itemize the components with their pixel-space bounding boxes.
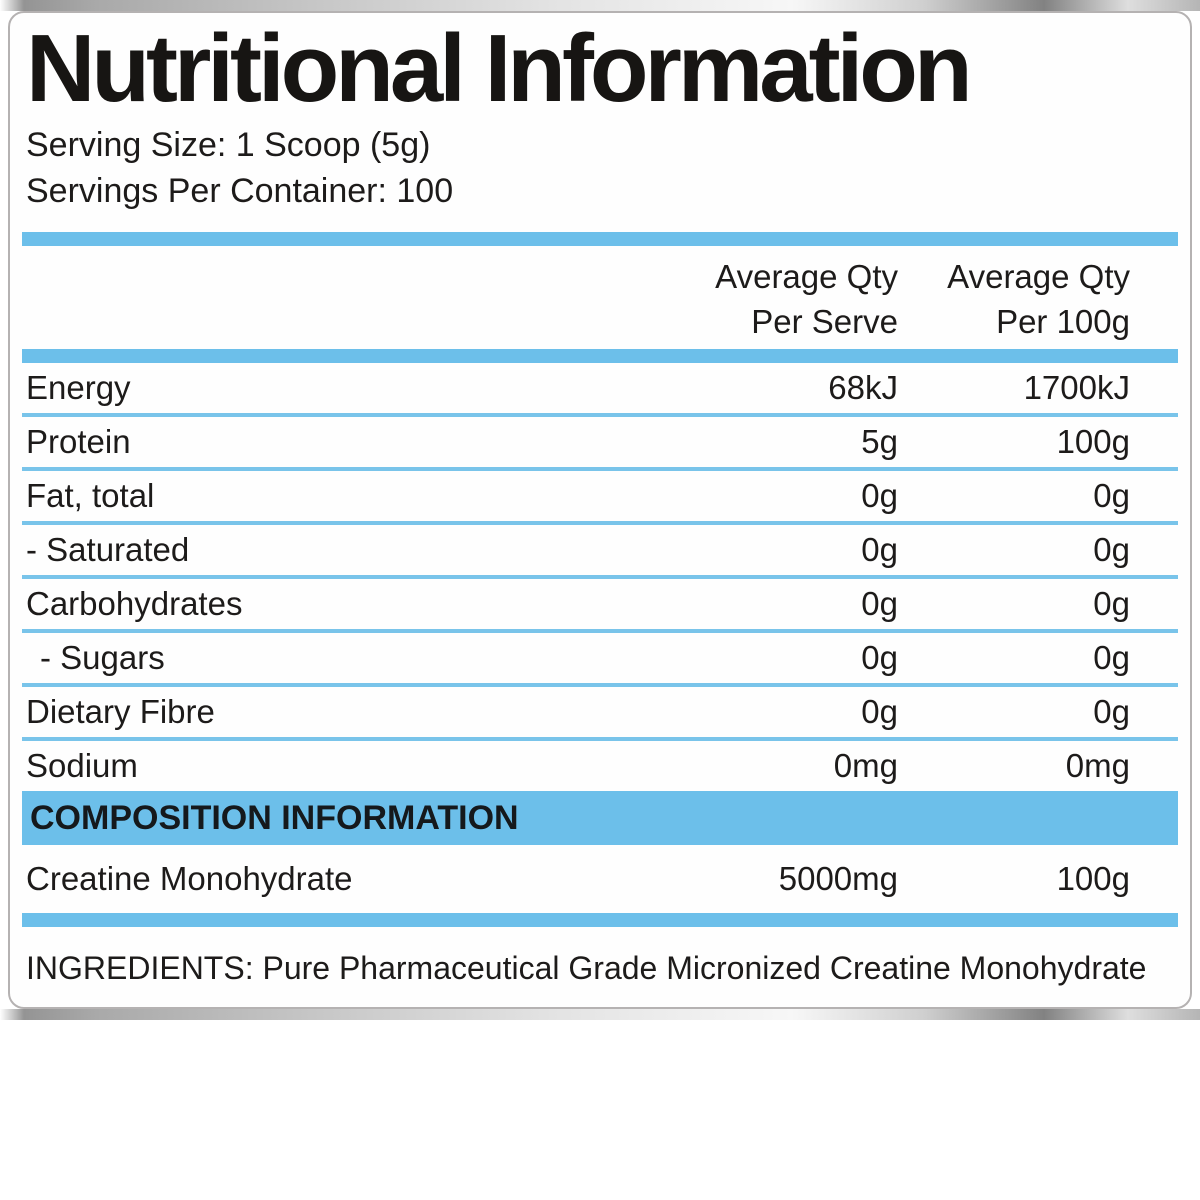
composition-table: Creatine Monohydrate 5000mg 100g [22, 845, 1178, 913]
serving-info: Serving Size: 1 Scoop (5g) Servings Per … [26, 122, 1178, 214]
composition-header: COMPOSITION INFORMATION [22, 791, 1178, 846]
nutrient-name: Fat, total [26, 477, 155, 515]
value-per-100g: 1700kJ [1023, 369, 1130, 407]
nutrient-name: - Sugars [40, 639, 165, 677]
value-per-serve: 0g [861, 585, 898, 623]
column-header-per-serve: Average Qty Per Serve [715, 254, 898, 344]
top-edge-gradient [0, 0, 1200, 11]
nutrient-name: Dietary Fibre [26, 693, 215, 731]
label-title: Nutritional Information [26, 15, 973, 122]
nutrient-row: Protein 5g 100g [22, 417, 1178, 472]
value-per-100g: 0g [1093, 639, 1130, 677]
value-per-100g: 0g [1093, 531, 1130, 569]
nutrient-table: Energy 68kJ 1700kJ Protein 5g 100g Fat, … [22, 363, 1178, 791]
column-header-per-100g: Average Qty Per 100g [947, 254, 1130, 344]
column-header-line: Per Serve [751, 303, 898, 341]
nutrient-row: Creatine Monohydrate 5000mg 100g [22, 845, 1178, 913]
nutrition-label-panel: Nutritional Information Serving Size: 1 … [8, 11, 1192, 1009]
nutrient-row: Energy 68kJ 1700kJ [22, 363, 1178, 418]
servings-per-container-text: Servings Per Container: 100 [26, 172, 454, 211]
bottom-edge-gradient [0, 1009, 1200, 1020]
column-header-line: Average Qty [715, 258, 898, 296]
value-per-serve: 5g [861, 423, 898, 461]
value-per-serve: 0g [861, 531, 898, 569]
value-per-100g: 0g [1093, 477, 1130, 515]
nutrient-name: Sodium [26, 747, 138, 785]
value-per-serve: 0mg [833, 747, 898, 785]
nutrient-row: Fat, total 0g 0g [22, 471, 1178, 526]
value-per-100g: 0g [1093, 585, 1130, 623]
value-per-100g: 100g [1056, 423, 1130, 461]
nutrient-row: - Sugars 0g 0g [22, 633, 1178, 688]
divider-bar-header [22, 349, 1178, 364]
divider-bar-top [22, 232, 1178, 247]
ingredients-text: INGREDIENTS: Pure Pharmaceutical Grade M… [26, 950, 1147, 987]
column-header-line: Average Qty [947, 258, 1130, 296]
serving-size-text: Serving Size: 1 Scoop (5g) [26, 126, 431, 165]
nutrient-name: Energy [26, 369, 131, 407]
nutrient-row: - Saturated 0g 0g [22, 525, 1178, 580]
nutrient-row: Dietary Fibre 0g 0g [22, 687, 1178, 742]
value-per-serve: 0g [861, 639, 898, 677]
value-per-100g: 100g [1056, 860, 1130, 898]
nutrient-name: Creatine Monohydrate [26, 860, 353, 898]
nutrient-name: Protein [26, 423, 131, 461]
value-per-100g: 0mg [1065, 747, 1130, 785]
nutrient-row: Sodium 0mg 0mg [22, 741, 1178, 791]
column-header-line: Per 100g [996, 303, 1130, 341]
divider-bar-bottom [22, 913, 1178, 928]
value-per-serve: 0g [861, 693, 898, 731]
column-headers: Average Qty Per Serve Average Qty Per 10… [22, 254, 1178, 344]
value-per-serve: 0g [861, 477, 898, 515]
value-per-100g: 0g [1093, 693, 1130, 731]
nutrient-row: Carbohydrates 0g 0g [22, 579, 1178, 634]
nutrient-name: - Saturated [26, 531, 190, 569]
value-per-serve: 5000mg [778, 860, 898, 898]
nutrient-name: Carbohydrates [26, 585, 243, 623]
value-per-serve: 68kJ [828, 369, 898, 407]
